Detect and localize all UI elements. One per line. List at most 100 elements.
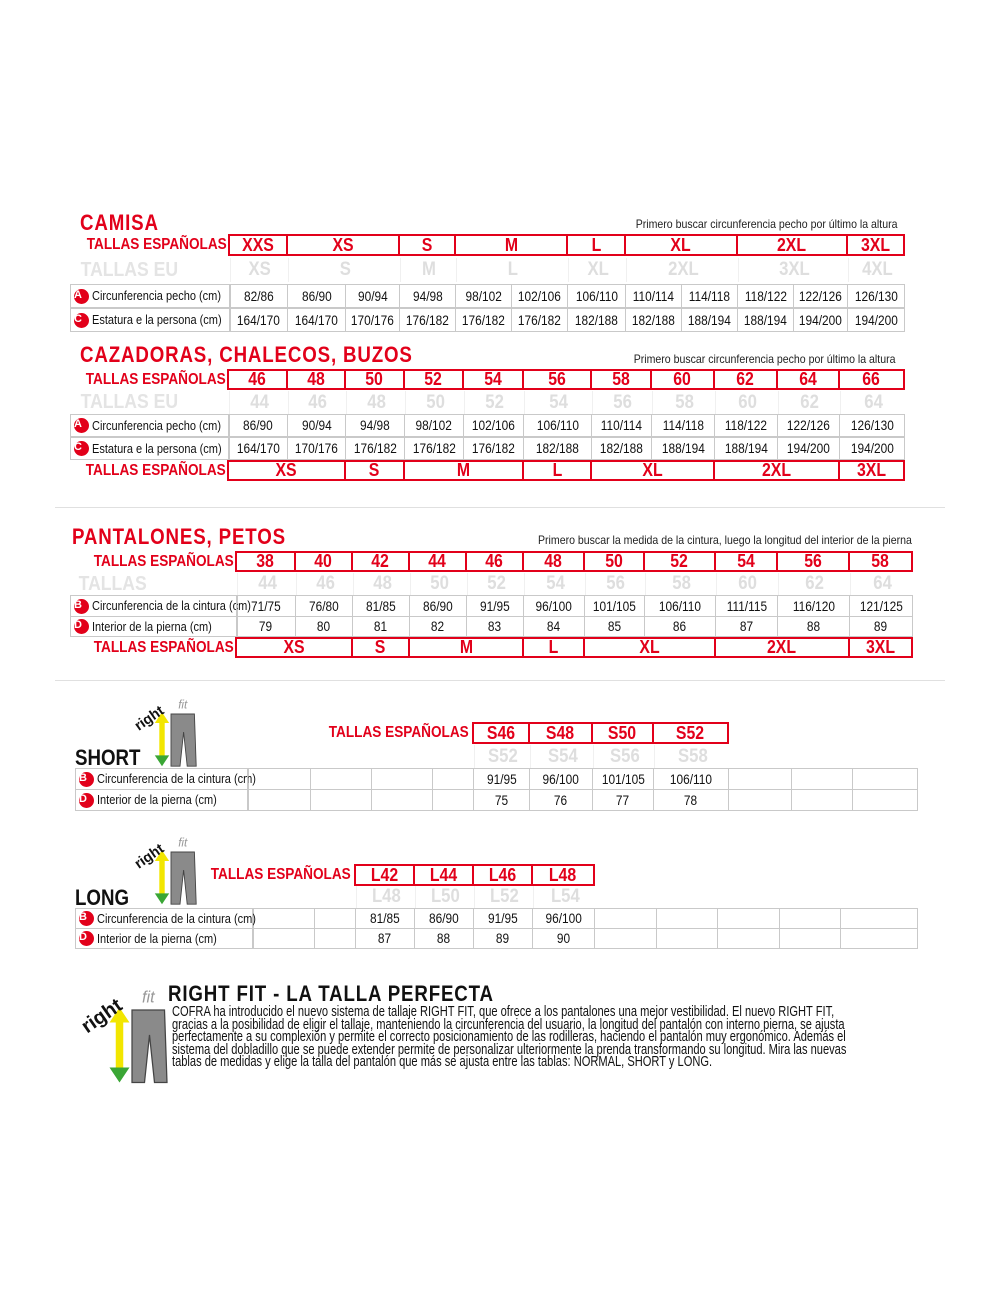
table-cell xyxy=(840,928,918,949)
eu-size: S58 xyxy=(654,745,730,768)
eu-size-label: 60 xyxy=(738,391,757,413)
table-cell: 71/75 xyxy=(236,595,296,617)
table-cell: 116/120 xyxy=(777,595,850,617)
cell-text: 114/118 xyxy=(662,418,704,433)
badge-a-icon: A xyxy=(74,418,89,433)
eu-size-label: 56 xyxy=(613,391,633,413)
cell-text: 84 xyxy=(547,619,561,634)
eu-size-label: 48 xyxy=(367,391,386,413)
cell-text: 90 xyxy=(556,931,571,946)
table-cell: 94/98 xyxy=(345,414,405,437)
row-label: C Estatura e la persona (cm) xyxy=(70,308,231,332)
eu-size: XS xyxy=(230,258,289,282)
badge-b-icon: B xyxy=(79,911,94,926)
letter-size-label: L xyxy=(552,460,562,480)
cell-text: 176/182 xyxy=(472,441,515,456)
spanish-size-label: 50 xyxy=(365,369,384,389)
table-cell: 98/102 xyxy=(455,284,512,308)
cell-text: 81/85 xyxy=(366,598,396,614)
spanish-size: M xyxy=(454,234,568,256)
eu-size-label: 60 xyxy=(738,573,758,594)
cell-text: 176/182 xyxy=(518,312,561,328)
spanish-size-label: 62 xyxy=(736,369,755,389)
row-label: B Circunferencia de la cintura (cm) xyxy=(75,908,256,929)
table-cell: 170/176 xyxy=(345,308,400,332)
cell-text: 102/106 xyxy=(518,288,561,304)
spanish-size-label: 2XL xyxy=(777,234,807,255)
table-cell: 90/94 xyxy=(345,284,400,308)
cell-text: 121/125 xyxy=(859,598,903,614)
table-cell: 77 xyxy=(592,789,654,811)
letter-size: XS xyxy=(235,637,353,658)
letter-size-label: S xyxy=(369,460,380,480)
table-cell: 91/95 xyxy=(473,908,533,929)
letter-size: XS xyxy=(227,460,346,481)
eu-size: 46 xyxy=(288,391,347,414)
spanish-size-label: 38 xyxy=(256,551,275,571)
table-cell xyxy=(314,928,356,949)
eu-size-label: 56 xyxy=(606,573,626,594)
cell-text: 122/126 xyxy=(799,288,842,304)
cell-text: 87 xyxy=(739,619,754,634)
table-cell xyxy=(852,768,918,790)
cell-text: 194/200 xyxy=(799,312,842,328)
table-cell: 188/194 xyxy=(681,308,738,332)
eu-sizes-label: TALLAS xyxy=(70,573,237,595)
spanish-size-label: 42 xyxy=(371,551,390,571)
table-cell: 89 xyxy=(849,616,913,637)
cell-text: 79 xyxy=(259,619,273,634)
eu-size: L52 xyxy=(474,886,534,908)
cell-text: 106/110 xyxy=(575,288,618,304)
spanish-size: XXS xyxy=(228,234,288,256)
table-cell xyxy=(247,789,311,811)
table-cell: 82 xyxy=(409,616,467,637)
table-cell: 86 xyxy=(644,616,716,637)
cell-text: 83 xyxy=(488,619,502,634)
table-cell: 75 xyxy=(473,789,530,811)
cell-text: 182/188 xyxy=(536,441,579,456)
spanish-size: S50 xyxy=(591,722,654,744)
badge-d-icon: D xyxy=(74,619,89,634)
table-cell: 96/100 xyxy=(523,595,585,617)
row-label-text: Circunferencia de la cintura (cm) xyxy=(97,772,256,786)
letter-size-label: M xyxy=(459,637,473,657)
table-cell: 110/114 xyxy=(625,284,682,308)
table-cell: 176/182 xyxy=(463,437,524,460)
cell-text: 106/110 xyxy=(536,418,579,433)
cell-text: 98/102 xyxy=(415,418,453,433)
svg-text:fit: fit xyxy=(178,837,188,850)
table-cell xyxy=(371,789,433,811)
table-cell: 101/105 xyxy=(584,595,645,617)
badge-c-icon: C xyxy=(74,441,89,456)
cell-text: 88 xyxy=(437,931,451,946)
row-label: D Interior de la pierna (cm) xyxy=(75,928,254,949)
eu-size: M xyxy=(400,258,457,282)
table-cell: 170/176 xyxy=(287,437,346,460)
eu-size: 44 xyxy=(237,573,297,595)
spanish-size: 38 xyxy=(235,551,296,572)
letter-size: XL xyxy=(583,637,716,658)
spanish-size: 46 xyxy=(227,369,288,390)
table-cell xyxy=(371,768,433,790)
table-cell: 182/188 xyxy=(591,437,652,460)
row-label-text: Interior de la pierna (cm) xyxy=(97,931,217,946)
cell-text: 86/90 xyxy=(429,911,459,926)
cazadoras-title: CAZADORAS, CHALECOS, BUZOS xyxy=(80,342,413,367)
table-cell xyxy=(717,928,780,949)
spanish-size-label: 48 xyxy=(307,369,325,389)
table-cell xyxy=(779,908,841,929)
eu-size-label: 58 xyxy=(675,391,694,413)
letter-size-label: S xyxy=(375,637,386,657)
row-label: A Circunferencia pecho (cm) xyxy=(70,414,230,437)
table-cell xyxy=(779,928,841,949)
eu-size-label: L54 xyxy=(550,886,580,907)
table-cell xyxy=(656,908,718,929)
cell-text: 188/194 xyxy=(661,441,705,456)
cell-text: 78 xyxy=(684,792,698,808)
eu-size-label: 54 xyxy=(546,573,565,594)
eu-size: 56 xyxy=(585,573,646,595)
eu-size: 46 xyxy=(296,573,354,595)
cell-text: 71/75 xyxy=(251,598,281,614)
spanish-size-label: 66 xyxy=(862,369,881,389)
cell-text: 88 xyxy=(806,619,821,634)
